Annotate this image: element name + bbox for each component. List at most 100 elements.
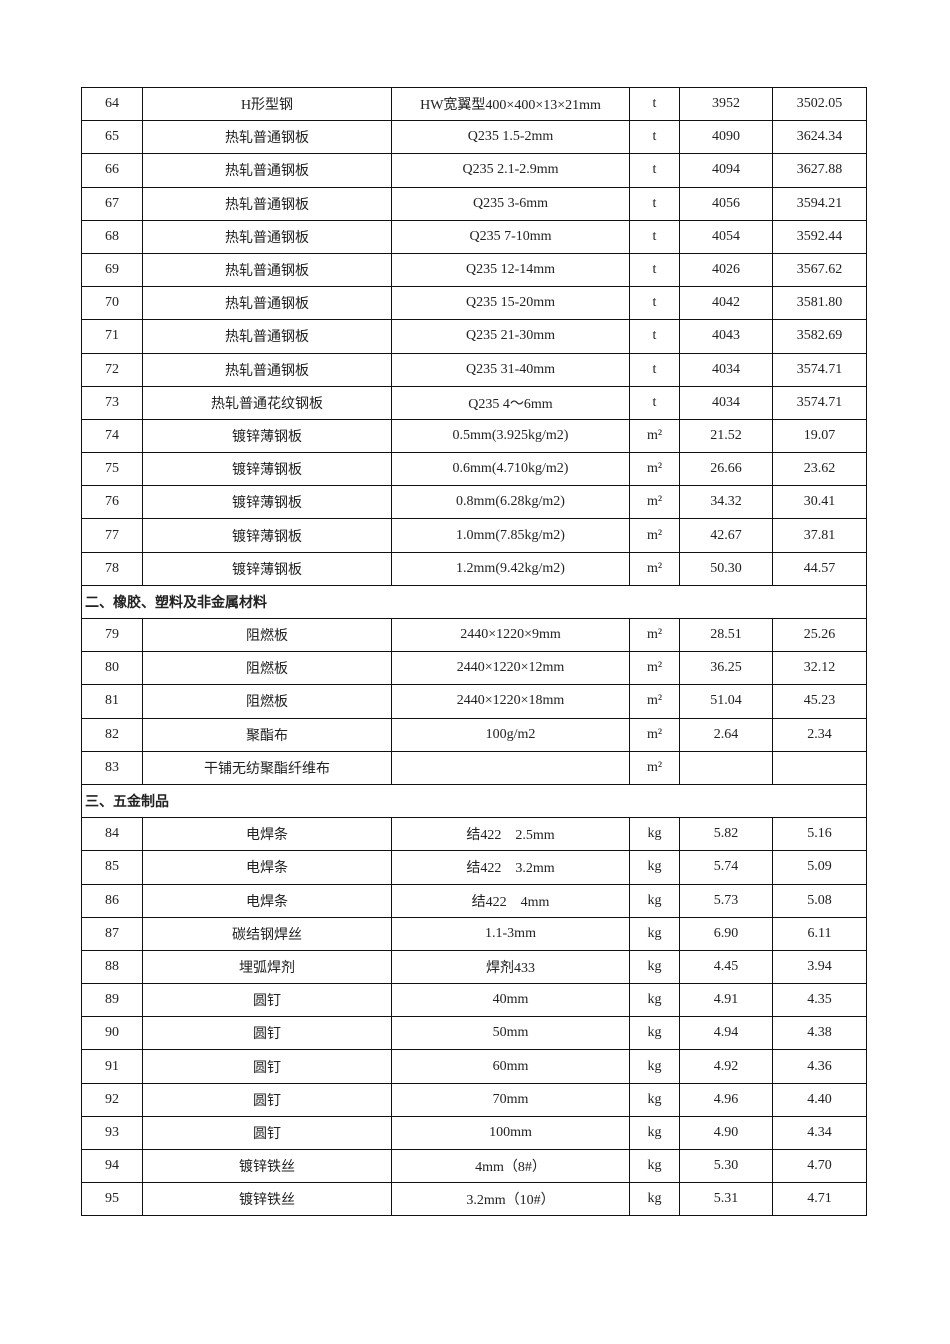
item-spec-cell: 60mm bbox=[391, 1049, 630, 1084]
section-title: 二、橡胶、塑料及非金属材料 bbox=[81, 584, 867, 620]
item-spec-cell: Q235 2.1-2.9mm bbox=[391, 153, 630, 188]
item-number-cell: 76 bbox=[81, 485, 143, 520]
item-spec-cell: 100mm bbox=[391, 1115, 630, 1151]
table-row: 80 阻燃板 2440×1220×12mm m² 36.25 32.12 bbox=[81, 651, 867, 686]
price-without-tax-cell: 6.11 bbox=[772, 916, 867, 951]
item-spec-cell: Q235 4～6mm bbox=[391, 385, 630, 420]
item-unit-cell: kg bbox=[629, 1016, 680, 1051]
price-without-tax-cell: 4.71 bbox=[772, 1182, 867, 1217]
item-number-cell: 66 bbox=[81, 153, 143, 188]
table-row: 65 热轧普通钢板 Q235 1.5-2mm t 4090 3624.34 bbox=[81, 120, 867, 155]
table-row: 76 镀锌薄钢板 0.8mm(6.28kg/m2) m² 34.32 30.41 bbox=[81, 485, 867, 520]
item-name-cell: 电焊条 bbox=[142, 850, 392, 885]
price-without-tax-cell: 3.94 bbox=[772, 949, 867, 985]
item-number-cell: 77 bbox=[81, 518, 143, 553]
item-number-cell: 93 bbox=[81, 1115, 143, 1151]
item-unit-cell: kg bbox=[629, 916, 680, 951]
price-table: 64 H形型钢 HW宽翼型400×400×13×21mm t 3952 3502.05 65… bbox=[81, 86, 867, 1217]
price-with-tax-cell: 2.64 bbox=[679, 717, 773, 752]
table-row: 89 圆钉 40mm kg 4.91 4.35 bbox=[81, 983, 867, 1018]
price-without-tax-cell: 37.81 bbox=[772, 518, 867, 553]
price-table-body: 64 H形型钢 HW宽翼型400×400×13×21mm t 3952 3502.05 65… bbox=[81, 86, 867, 1217]
item-spec-cell: 结422 2.5mm bbox=[391, 817, 630, 852]
price-without-tax-cell: 3581.80 bbox=[772, 286, 867, 321]
item-number-cell: 90 bbox=[81, 1016, 143, 1051]
item-name-cell: 镀锌薄钢板 bbox=[142, 551, 392, 586]
price-with-tax-cell: 6.90 bbox=[679, 916, 773, 951]
price-without-tax-cell: 4.38 bbox=[772, 1016, 867, 1051]
price-with-tax-cell: 4.94 bbox=[679, 1016, 773, 1051]
item-spec-cell: 4mm（8#） bbox=[391, 1148, 630, 1184]
price-without-tax-cell: 3574.71 bbox=[772, 385, 867, 420]
item-name-cell: 热轧普通钢板 bbox=[142, 153, 392, 188]
item-number-cell: 70 bbox=[81, 286, 143, 321]
item-spec-cell: 1.2mm(9.42kg/m2) bbox=[391, 551, 630, 586]
item-name-cell: 热轧普通花纹钢板 bbox=[142, 385, 392, 420]
item-number-cell: 82 bbox=[81, 717, 143, 752]
price-without-tax-cell: 4.70 bbox=[772, 1148, 867, 1184]
price-without-tax-cell: 3582.69 bbox=[772, 319, 867, 354]
table-row: 70 热轧普通钢板 Q235 15-20mm t 4042 3581.80 bbox=[81, 286, 867, 321]
item-unit-cell: kg bbox=[629, 983, 680, 1018]
item-number-cell: 80 bbox=[81, 651, 143, 686]
price-with-tax-cell: 36.25 bbox=[679, 651, 773, 686]
price-without-tax-cell: 5.16 bbox=[772, 817, 867, 852]
item-spec-cell: 焊剂433 bbox=[391, 949, 630, 985]
item-number-cell: 72 bbox=[81, 352, 143, 387]
item-name-cell: 电焊条 bbox=[142, 883, 392, 918]
item-name-cell: 阻燃板 bbox=[142, 617, 392, 653]
item-unit-cell: kg bbox=[629, 883, 680, 918]
item-number-cell: 65 bbox=[81, 120, 143, 155]
table-row: 68 热轧普通钢板 Q235 7-10mm t 4054 3592.44 bbox=[81, 219, 867, 254]
price-with-tax-cell: 51.04 bbox=[679, 684, 773, 719]
item-spec-cell: 3.2mm（10#） bbox=[391, 1182, 630, 1217]
item-name-cell: 镀锌薄钢板 bbox=[142, 518, 392, 553]
item-number-cell: 84 bbox=[81, 817, 143, 852]
price-without-tax-cell: 3502.05 bbox=[772, 86, 867, 122]
item-number-cell: 87 bbox=[81, 916, 143, 951]
item-spec-cell: Q235 31-40mm bbox=[391, 352, 630, 387]
table-row: 73 热轧普通花纹钢板 Q235 4～6mm t 4034 3574.71 bbox=[81, 385, 867, 420]
item-name-cell: 聚酯布 bbox=[142, 717, 392, 752]
price-with-tax-cell: 4.90 bbox=[679, 1115, 773, 1151]
item-number-cell: 86 bbox=[81, 883, 143, 918]
table-row: 75 镀锌薄钢板 0.6mm(4.710kg/m2) m² 26.66 23.62 bbox=[81, 452, 867, 487]
item-number-cell: 74 bbox=[81, 418, 143, 454]
item-name-cell: 热轧普通钢板 bbox=[142, 120, 392, 155]
item-number-cell: 73 bbox=[81, 385, 143, 420]
item-unit-cell: m² bbox=[629, 684, 680, 719]
item-spec-cell: 结422 4mm bbox=[391, 883, 630, 918]
item-unit-cell: kg bbox=[629, 1082, 680, 1117]
item-number-cell: 89 bbox=[81, 983, 143, 1018]
price-without-tax-cell: 2.34 bbox=[772, 717, 867, 752]
item-spec-cell: 2440×1220×18mm bbox=[391, 684, 630, 719]
item-number-cell: 69 bbox=[81, 252, 143, 288]
price-without-tax-cell: 3567.62 bbox=[772, 252, 867, 288]
price-with-tax-cell: 4.92 bbox=[679, 1049, 773, 1084]
item-name-cell: 热轧普通钢板 bbox=[142, 286, 392, 321]
item-spec-cell: Q235 3-6mm bbox=[391, 186, 630, 221]
item-number-cell: 79 bbox=[81, 617, 143, 653]
item-name-cell: 热轧普通钢板 bbox=[142, 219, 392, 254]
item-name-cell: 圆钉 bbox=[142, 1049, 392, 1084]
item-unit-cell: m² bbox=[629, 617, 680, 653]
item-unit-cell: kg bbox=[629, 1115, 680, 1151]
item-spec-cell: 100g/m2 bbox=[391, 717, 630, 752]
table-row: 95 镀锌铁丝 3.2mm（10#） kg 5.31 4.71 bbox=[81, 1182, 867, 1217]
item-number-cell: 71 bbox=[81, 319, 143, 354]
item-number-cell: 78 bbox=[81, 551, 143, 586]
price-without-tax-cell: 30.41 bbox=[772, 485, 867, 520]
section-header-row: 二、橡胶、塑料及非金属材料 bbox=[81, 584, 867, 620]
item-unit-cell: t bbox=[629, 120, 680, 155]
item-number-cell: 81 bbox=[81, 684, 143, 719]
item-unit-cell: t bbox=[629, 352, 680, 387]
item-unit-cell: m² bbox=[629, 651, 680, 686]
item-name-cell: 阻燃板 bbox=[142, 651, 392, 686]
price-without-tax-cell bbox=[772, 750, 867, 785]
table-row: 81 阻燃板 2440×1220×18mm m² 51.04 45.23 bbox=[81, 684, 867, 719]
table-row: 85 电焊条 结422 3.2mm kg 5.74 5.09 bbox=[81, 850, 867, 885]
table-row: 67 热轧普通钢板 Q235 3-6mm t 4056 3594.21 bbox=[81, 186, 867, 221]
item-name-cell: 镀锌薄钢板 bbox=[142, 418, 392, 454]
item-unit-cell: m² bbox=[629, 750, 680, 785]
item-unit-cell: t bbox=[629, 86, 680, 122]
